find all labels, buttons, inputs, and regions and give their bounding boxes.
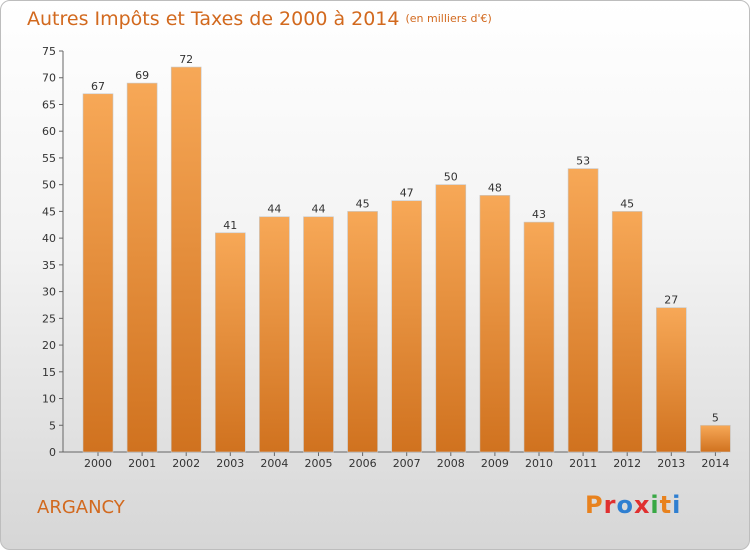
y-tick-label: 40 bbox=[42, 232, 56, 245]
y-tick-label: 55 bbox=[42, 152, 56, 165]
bar bbox=[611, 211, 643, 453]
y-tick-label: 60 bbox=[42, 125, 56, 138]
bar-value-label: 44 bbox=[312, 203, 326, 216]
x-tick-label: 2010 bbox=[525, 457, 553, 470]
bar bbox=[303, 216, 334, 453]
logo-letter: o bbox=[616, 491, 634, 519]
bar-value-label: 72 bbox=[179, 53, 193, 66]
bar bbox=[126, 82, 158, 453]
bar bbox=[479, 195, 511, 453]
x-tick-label: 2007 bbox=[393, 457, 421, 470]
bar-value-label: 48 bbox=[488, 181, 502, 194]
bar bbox=[700, 424, 731, 453]
chart-title-unit: (en milliers d'€) bbox=[405, 12, 492, 25]
bar bbox=[259, 216, 290, 453]
y-tick-label: 25 bbox=[42, 312, 56, 325]
bar-value-label: 45 bbox=[356, 197, 370, 210]
bar-value-label: 47 bbox=[400, 187, 414, 200]
y-tick-label: 10 bbox=[42, 393, 56, 406]
x-tick-label: 2006 bbox=[349, 457, 377, 470]
y-tick-label: 5 bbox=[49, 419, 56, 432]
y-tick-label: 0 bbox=[49, 446, 56, 459]
bar bbox=[655, 307, 687, 453]
chart-axes: 0 5 10 15 20 25 30 35 40 45 50 55 60 65 70 75 2000 2001 20… bbox=[42, 45, 729, 470]
bar-value-label: 67 bbox=[91, 80, 105, 93]
bar-value-label: 69 bbox=[135, 69, 149, 82]
x-tick-label: 2012 bbox=[613, 457, 641, 470]
bar bbox=[523, 221, 555, 453]
chart-title: Autres Impôts et Taxes de 2000 à 2014 (en… bbox=[27, 8, 492, 30]
bar-value-label: 53 bbox=[576, 155, 590, 168]
bar bbox=[435, 184, 467, 453]
x-tick-label: 2004 bbox=[260, 457, 288, 470]
bar-value-label: 50 bbox=[444, 171, 458, 184]
logo-letter: x bbox=[633, 491, 651, 519]
logo-letter: r bbox=[603, 491, 617, 519]
x-tick-label: 2013 bbox=[657, 457, 685, 470]
x-tick-label: 2005 bbox=[305, 457, 333, 470]
bar-value-label: 41 bbox=[223, 219, 237, 232]
bar-value-label: 27 bbox=[664, 294, 678, 307]
y-tick-label: 20 bbox=[42, 339, 56, 352]
bar bbox=[82, 93, 114, 453]
logo-letter: t bbox=[659, 491, 673, 519]
y-tick-label: 15 bbox=[42, 366, 56, 379]
y-tick-label: 30 bbox=[42, 286, 56, 299]
logo-letter: P bbox=[585, 491, 604, 519]
proxiti-logo[interactable]: Proxiti bbox=[585, 491, 681, 519]
y-tick-label: 45 bbox=[42, 205, 56, 218]
x-tick-label: 2003 bbox=[216, 457, 244, 470]
logo-letter: i bbox=[672, 491, 682, 519]
x-tick-label: 2002 bbox=[172, 457, 200, 470]
bar bbox=[170, 66, 202, 453]
bar-value-label: 43 bbox=[532, 208, 546, 221]
x-tick-label: 2014 bbox=[701, 457, 729, 470]
x-tick-label: 2011 bbox=[569, 457, 597, 470]
bar-value-label: 44 bbox=[267, 203, 281, 216]
x-tick-label: 2008 bbox=[437, 457, 465, 470]
logo-letter: i bbox=[650, 491, 660, 519]
bar bbox=[391, 200, 423, 453]
chart-bars: 67 69 72 41 44 44 45 47 50 48 43 53 45 27 5 bbox=[82, 53, 731, 453]
bar-value-label: 5 bbox=[712, 411, 719, 424]
location-name: ARGANCY bbox=[37, 497, 125, 518]
bar bbox=[347, 211, 378, 453]
y-tick-label: 70 bbox=[42, 72, 56, 85]
x-tick-label: 2009 bbox=[481, 457, 509, 470]
y-tick-label: 75 bbox=[42, 45, 56, 58]
y-tick-label: 35 bbox=[42, 259, 56, 272]
x-tick-label: 2000 bbox=[84, 457, 112, 470]
chart-title-main: Autres Impôts et Taxes de 2000 à 2014 bbox=[27, 8, 400, 30]
bar bbox=[215, 232, 246, 453]
x-tick-label: 2001 bbox=[128, 457, 156, 470]
bar bbox=[567, 168, 599, 453]
bar-value-label: 45 bbox=[620, 197, 634, 210]
y-tick-label: 50 bbox=[42, 179, 56, 192]
y-tick-label: 65 bbox=[42, 98, 56, 111]
